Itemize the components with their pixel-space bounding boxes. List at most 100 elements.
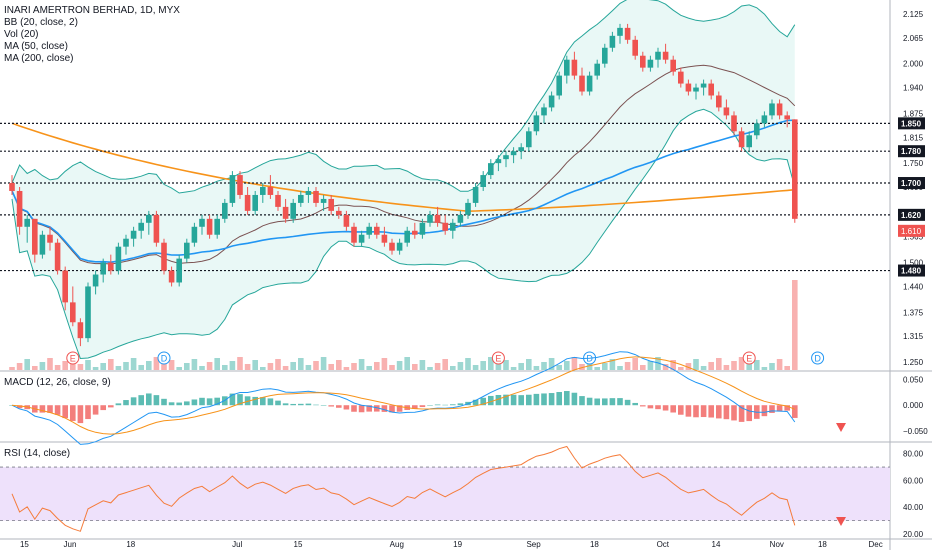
volume-bar — [252, 360, 258, 370]
volume-bar — [191, 359, 198, 370]
macd-histogram-bar — [624, 399, 631, 406]
time-tick-label: Aug — [390, 540, 404, 549]
macd-histogram-bar — [252, 396, 258, 406]
volume-bar — [769, 363, 775, 370]
volume-bar — [358, 359, 365, 370]
candle — [85, 286, 91, 339]
volume-bar — [761, 367, 768, 370]
volume-bar — [389, 365, 395, 370]
macd-histogram-bar — [282, 403, 289, 406]
macd-histogram-bar — [92, 405, 99, 415]
candle — [351, 226, 357, 243]
macd-histogram-bar — [108, 405, 114, 408]
candle — [503, 155, 509, 160]
volume-bar — [419, 360, 426, 370]
time-axis[interactable]: 15 Jun 18 Jul 15 Aug 19 Sep 18 Oct 14 Nov 18 Dec — [20, 540, 883, 549]
candle — [168, 270, 175, 283]
down-arrow-icon — [836, 517, 846, 526]
level-tag-label: 1.620 — [901, 211, 922, 220]
rsi-tick-label: 80.00 — [903, 450, 924, 459]
volume-bar — [586, 360, 593, 370]
volume-bar — [579, 364, 585, 370]
volume-bar — [100, 363, 106, 370]
candle — [184, 242, 190, 259]
ma50-line — [11, 119, 795, 264]
volume-bar — [457, 362, 464, 370]
level-tag — [898, 145, 925, 158]
macd-legend[interactable]: MACD (12, 26, close, 9) — [4, 377, 111, 388]
candle — [62, 270, 68, 303]
candle — [396, 242, 403, 251]
macd-histogram-bar — [548, 393, 555, 406]
macd-histogram-bar — [161, 398, 167, 406]
earnings-marker — [491, 351, 505, 365]
macd-histogram-bar — [662, 405, 669, 411]
candle — [176, 258, 182, 283]
macd-histogram-bar — [640, 405, 646, 407]
macd-histogram-bar — [206, 398, 213, 406]
volume-bar — [374, 362, 380, 370]
ma200-legend[interactable]: MA (200, close) — [4, 53, 74, 64]
candle — [609, 35, 616, 48]
candle — [92, 274, 99, 287]
volume-bar — [275, 359, 281, 370]
volume-bar — [609, 359, 616, 370]
price-axis[interactable]: 2.1252.0652.0001.9401.8751.8151.7501.690… — [898, 10, 928, 539]
candle — [237, 175, 243, 195]
volume-bar — [184, 363, 190, 370]
macd-histogram-bar — [123, 400, 129, 406]
macd-histogram-bar — [495, 394, 502, 406]
macd-histogram-bar — [275, 400, 281, 406]
macd-histogram-bar — [708, 405, 714, 418]
macd-histogram-bar — [320, 405, 327, 406]
macd-histogram-bar — [457, 403, 464, 406]
price-tick-label: 1.565 — [903, 233, 924, 242]
vol-legend[interactable]: Vol (20) — [4, 29, 39, 40]
candle — [358, 234, 365, 243]
rsi-pane[interactable] — [0, 445, 890, 532]
volume-bar — [624, 362, 631, 370]
volume-bar — [404, 357, 410, 370]
macd-histogram-bar — [776, 405, 783, 412]
symbol-title[interactable]: INARI AMERTRON BERHAD, 1D, MYX — [4, 5, 180, 16]
price-tick-label: 1.750 — [903, 159, 924, 168]
event-marker-label: D — [161, 354, 168, 364]
earnings-marker — [742, 351, 756, 365]
macd-histogram-bar — [503, 394, 509, 406]
price-tick-label: 1.500 — [903, 259, 924, 268]
bb-legend[interactable]: BB (20, close, 2) — [4, 17, 78, 28]
candle — [518, 147, 524, 152]
volume-bar — [427, 367, 433, 370]
candle — [381, 234, 388, 243]
price-tick-label: 1.250 — [903, 358, 924, 367]
macd-histogram-bar — [564, 391, 570, 406]
time-tick-label: 18 — [590, 540, 599, 549]
volume-bar — [24, 359, 30, 370]
volume-bar — [16, 363, 23, 370]
volume-bar — [229, 361, 236, 370]
time-tick-label: Oct — [657, 540, 670, 549]
volume-bar — [381, 358, 388, 370]
candle — [229, 175, 236, 203]
candle — [495, 159, 502, 164]
candle — [374, 226, 380, 235]
volume-bar — [237, 357, 243, 370]
macd-histogram-bar — [77, 405, 84, 424]
macd-pane[interactable] — [9, 351, 846, 445]
macd-histogram-bar — [176, 402, 182, 406]
macd-histogram-bar — [115, 403, 122, 406]
candle — [275, 194, 281, 207]
event-marker-label: E — [495, 354, 501, 364]
rsi-legend[interactable]: RSI (14, close) — [4, 448, 71, 459]
macd-histogram-bar — [343, 405, 350, 410]
ma50-legend[interactable]: MA (50, close) — [4, 41, 68, 52]
macd-histogram-bar — [472, 399, 479, 406]
macd-histogram-bar — [602, 398, 608, 406]
candle — [442, 222, 448, 231]
level-tag — [898, 177, 925, 190]
candle — [556, 75, 562, 96]
candle — [731, 115, 737, 132]
candle — [465, 202, 471, 215]
